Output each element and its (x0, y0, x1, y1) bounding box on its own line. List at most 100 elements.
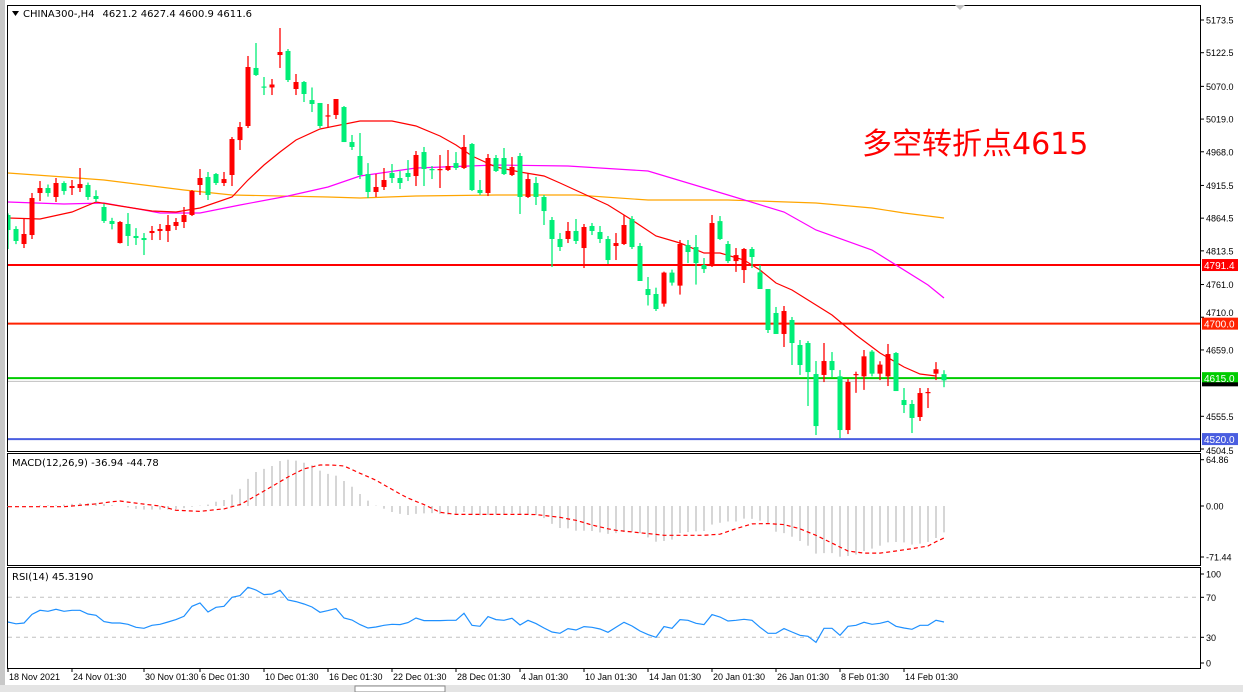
candle (37, 181, 43, 202)
time-tick-label: 30 Nov 01:30 (145, 672, 199, 682)
candle (941, 370, 947, 388)
macd-label: MACD(12,26,9) -36.94 -44.78 (12, 458, 159, 469)
candle-body (837, 376, 843, 431)
candle-body (277, 51, 283, 56)
shift-marker-icon[interactable] (955, 5, 965, 10)
candle-body (541, 196, 547, 212)
triangle-down-icon[interactable] (12, 11, 19, 16)
candle-body (565, 230, 571, 239)
time-tick-label: 16 Dec 01:30 (329, 672, 383, 682)
candle-body (893, 353, 899, 392)
candle (853, 371, 859, 393)
candle (245, 55, 251, 128)
candle (741, 248, 747, 283)
candle-body (877, 364, 883, 374)
candle (517, 152, 523, 214)
candle (829, 352, 835, 378)
candle (93, 190, 99, 202)
candle-body (317, 102, 323, 127)
candle (925, 388, 931, 409)
candle (381, 168, 387, 191)
candle-body (925, 392, 931, 394)
candle (8, 213, 11, 249)
candle (797, 339, 803, 375)
candle-body (629, 218, 635, 248)
rsi-line (7, 586, 945, 644)
candle (101, 203, 107, 223)
candle-body (421, 152, 427, 170)
candle (429, 166, 435, 180)
candle (237, 122, 243, 150)
candle-body (717, 221, 723, 239)
candle-body (405, 173, 411, 177)
candle-body (917, 393, 923, 418)
candle-body (485, 158, 491, 194)
candle-body (445, 166, 451, 170)
price-tag-label: 4791.4 (1204, 261, 1235, 272)
candle (845, 379, 851, 435)
candle-body (941, 374, 947, 381)
candle-body (165, 225, 171, 231)
candle-body (701, 265, 707, 270)
candle-body (469, 144, 475, 191)
candle (709, 215, 715, 268)
bottom-tab-strip[interactable] (0, 685, 1243, 692)
candle (933, 362, 939, 381)
candle (637, 243, 643, 281)
candle-body (141, 238, 147, 241)
candle (909, 400, 915, 434)
candle-body (437, 169, 443, 171)
candle (85, 182, 91, 200)
candle-body (693, 247, 699, 264)
candle (813, 361, 819, 436)
time-tick-label: 26 Jan 01:30 (777, 672, 829, 682)
price-tick-label: 4813.5 (1206, 246, 1234, 256)
candle-body (453, 163, 459, 169)
candle (117, 221, 123, 244)
main-panel-frame (7, 5, 1201, 452)
rsi-tick-label: 100 (1206, 570, 1221, 580)
candle (725, 240, 731, 264)
candle-body (381, 179, 387, 187)
candle (13, 226, 19, 245)
candle-body (661, 272, 667, 304)
candle (613, 233, 619, 261)
candle (501, 147, 507, 175)
candle-body (781, 311, 787, 334)
price-plot (8, 28, 1200, 441)
candle (533, 176, 539, 206)
chart-tab[interactable] (354, 685, 446, 692)
candle (205, 171, 211, 201)
candle-body (741, 248, 747, 271)
candle (301, 80, 307, 103)
candle (413, 151, 419, 187)
time-tick-label: 10 Dec 01:30 (265, 672, 319, 682)
candle-body (373, 186, 379, 192)
left-scrollbar[interactable] (0, 0, 5, 692)
price-tag (1202, 259, 1238, 272)
candle-body (213, 174, 219, 184)
rsi-tick-label: 0 (1206, 659, 1211, 669)
candle-body (725, 243, 731, 262)
rsi-label: RSI(14) 45.3190 (12, 572, 93, 583)
candle-body (853, 374, 859, 376)
candle (253, 43, 259, 76)
candle-body (645, 289, 651, 296)
candle-body (477, 190, 483, 194)
candle-body (885, 354, 891, 377)
candle (197, 169, 203, 196)
candle-body (285, 50, 291, 81)
candle (405, 160, 411, 182)
candle (133, 228, 139, 245)
candle (477, 179, 483, 196)
candle (861, 349, 867, 390)
time-tick-label: 24 Nov 01:30 (73, 672, 127, 682)
ohlc-values: 4621.2 4627.4 4600.9 4611.6 (103, 9, 253, 20)
bid-price-tag (1202, 382, 1238, 387)
candle-body (269, 84, 275, 88)
candle-body (69, 186, 75, 189)
candle-body (237, 127, 243, 141)
candle (29, 193, 35, 239)
candle-body (133, 235, 139, 239)
